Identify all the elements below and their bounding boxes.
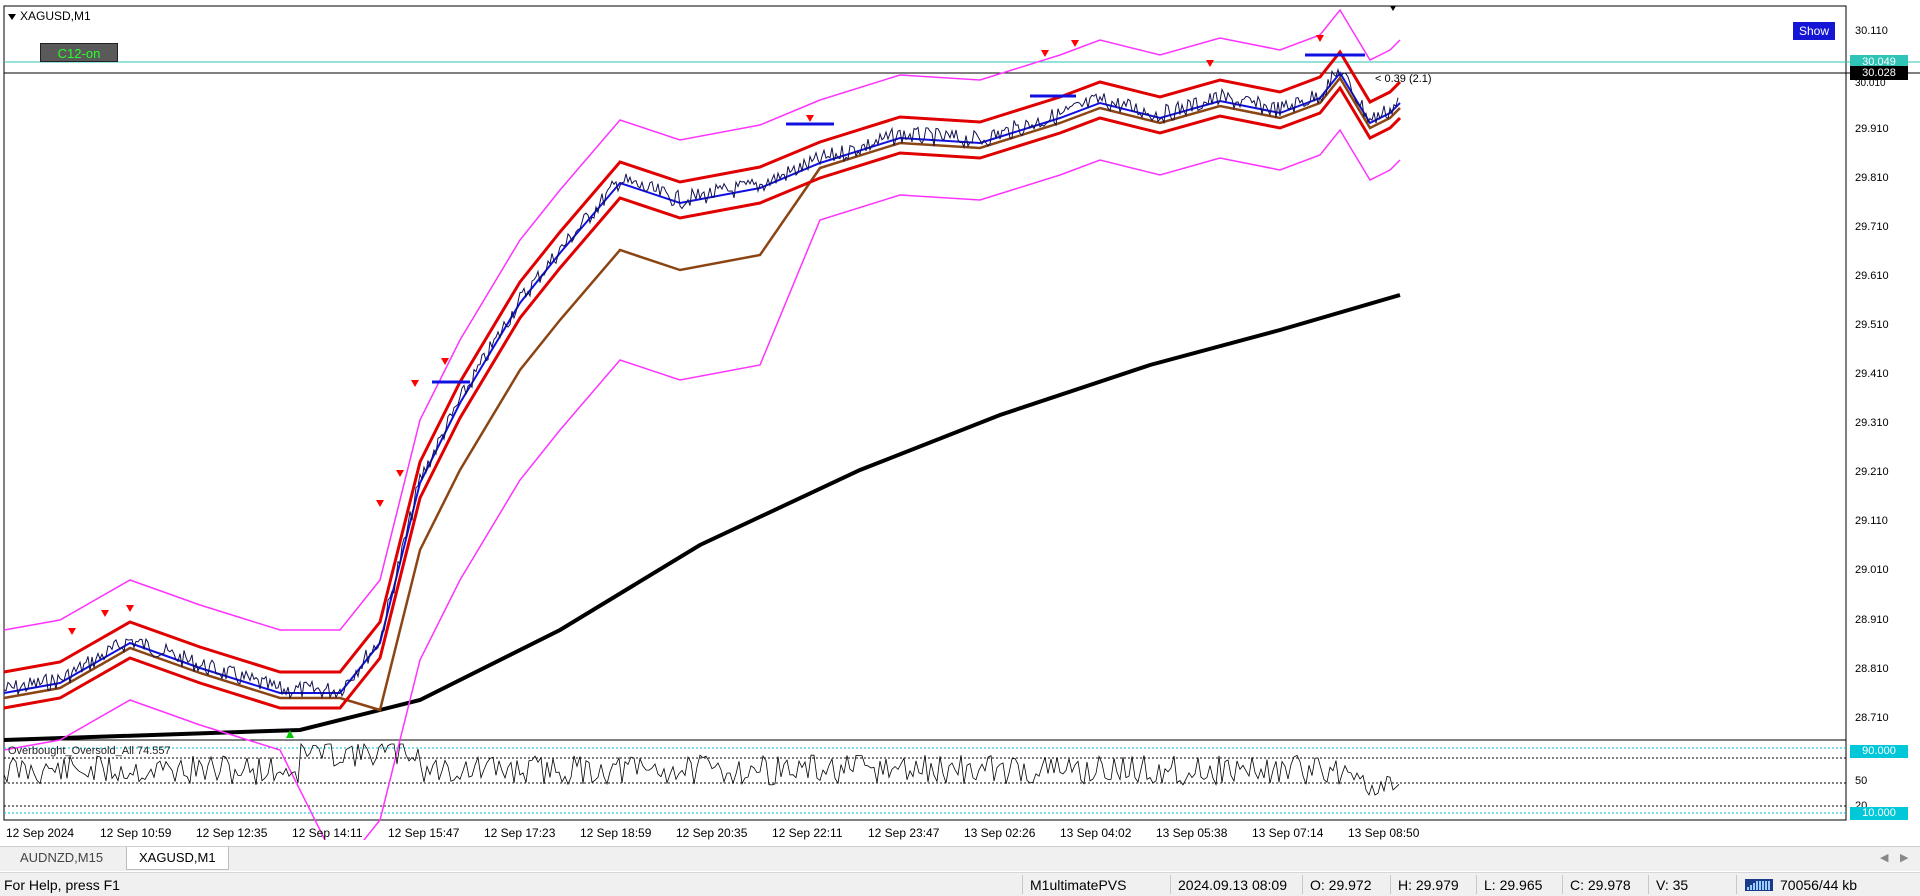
osc-level-90: 90.000 [1850, 745, 1908, 758]
red-lower-band-line [3, 85, 1402, 710]
symbol-text: XAGUSD,M1 [20, 9, 91, 23]
status-traffic: 70056/44 kb [1780, 877, 1858, 893]
status-divider [1648, 875, 1649, 894]
price-axis-label: 29.010 [1855, 564, 1889, 576]
blue-moving-average-line [3, 71, 1401, 694]
down-arrow-icon [396, 470, 404, 477]
time-axis-label: 12 Sep 17:23 [484, 826, 556, 840]
status-high: H: 29.979 [1398, 877, 1459, 893]
down-arrow-icon [1071, 40, 1079, 47]
time-axis-label: 13 Sep 04:02 [1060, 826, 1132, 840]
status-open: O: 29.972 [1310, 877, 1372, 893]
price-axis-label: 29.510 [1855, 319, 1889, 331]
price-axis-label: 29.110 [1855, 515, 1888, 527]
chart-tabs-bar: AUDNZD,M15 XAGUSD,M1 ◀ ▶ [0, 846, 1920, 871]
status-divider [1302, 875, 1303, 894]
oscillator-line [3, 742, 1400, 796]
down-arrow-icon [1316, 35, 1324, 42]
time-axis-label: 13 Sep 02:26 [964, 826, 1036, 840]
price-axis-label: 29.410 [1855, 368, 1889, 380]
chart-symbol-label[interactable]: XAGUSD,M1 [8, 9, 91, 23]
status-divider [1736, 875, 1737, 894]
long-moving-average-line [3, 293, 1401, 742]
c12-toggle-button[interactable]: C12-on [40, 43, 118, 62]
price-axis-label: 29.610 [1855, 270, 1889, 282]
tab-audnzd[interactable]: AUDNZD,M15 [20, 850, 104, 865]
tab-scroll-left-icon[interactable]: ◀ [1880, 852, 1889, 864]
price-axis-label: 28.710 [1855, 712, 1889, 724]
time-axis-label: 12 Sep 22:11 [772, 826, 843, 840]
status-divider [1022, 875, 1023, 894]
price-axis-label: 30.010 [1855, 78, 1886, 89]
price-axis-label: 29.210 [1855, 466, 1889, 478]
price-axis-label: 30.110 [1855, 25, 1888, 37]
tab-xagusd[interactable]: XAGUSD,M1 [126, 847, 229, 870]
time-axis-label: 12 Sep 12:35 [196, 826, 268, 840]
price-axis-label: 29.710 [1855, 221, 1889, 233]
status-close: C: 29.978 [1570, 877, 1631, 893]
down-arrow-icon [1206, 60, 1214, 67]
range-note: < 0.39 (2.1) [1375, 73, 1432, 85]
price-axis-label: 28.910 [1855, 614, 1889, 626]
show-button[interactable]: Show [1793, 22, 1835, 40]
time-axis-label: 13 Sep 08:50 [1348, 826, 1420, 840]
price-axis-label: 29.910 [1855, 123, 1889, 135]
status-divider [1390, 875, 1391, 894]
time-axis-label: 12 Sep 23:47 [868, 826, 940, 840]
status-help: For Help, press F1 [4, 877, 120, 893]
chart-shift-marker-icon [1390, 6, 1396, 11]
price-box-current: 30.028 [1850, 66, 1908, 80]
time-axis-label: 12 Sep 15:47 [388, 826, 460, 840]
price-line [3, 67, 1399, 700]
down-arrow-icon [126, 605, 134, 612]
status-low: L: 29.965 [1484, 877, 1543, 893]
down-arrow-icon [101, 610, 109, 617]
oscillator-title: Overbought_Oversold_All 74.557 [8, 745, 171, 757]
time-axis-label: 12 Sep 20:35 [676, 826, 748, 840]
up-arrow-icon [286, 730, 294, 738]
down-arrow-icon [411, 380, 419, 387]
chart-area[interactable]: XAGUSD,M1 C12-on Show < 0.39 (2.1) 30.11… [0, 0, 1920, 840]
time-axis-label: 13 Sep 05:38 [1156, 826, 1228, 840]
status-divider [1170, 875, 1171, 894]
osc-level-10: 10.000 [1850, 807, 1908, 820]
down-arrow-icon [68, 628, 76, 635]
price-axis-label: 28.810 [1855, 663, 1889, 675]
status-profile: M1ultimatePVS [1030, 877, 1127, 893]
status-divider [1562, 875, 1563, 894]
price-axis-label: 29.810 [1855, 172, 1889, 184]
dropdown-triangle-icon[interactable] [8, 13, 16, 20]
status-divider [1476, 875, 1477, 894]
down-arrow-icon [376, 500, 384, 507]
time-axis-label: 12 Sep 10:59 [100, 826, 172, 840]
time-axis-label: 13 Sep 07:14 [1252, 826, 1324, 840]
time-axis-label: 12 Sep 14:11 [292, 826, 363, 840]
bollinger-lower-line [3, 128, 1401, 840]
time-axis-label: 12 Sep 2024 [6, 826, 75, 840]
connection-bars-icon [1745, 879, 1773, 891]
time-axis-label: 12 Sep 18:59 [580, 826, 652, 840]
price-axis-label: 29.310 [1855, 417, 1889, 429]
status-datetime: 2024.09.13 08:09 [1178, 877, 1287, 893]
price-chart-canvas[interactable] [0, 0, 1920, 840]
osc-level-50: 50 [1855, 775, 1868, 787]
down-arrow-icon [441, 358, 449, 365]
brown-moving-average-line [3, 75, 1401, 712]
red-upper-band-line [3, 49, 1402, 674]
down-arrow-icon [806, 115, 814, 122]
status-bar: For Help, press F1 M1ultimatePVS 2024.09… [0, 872, 1920, 896]
price-box-top: 30.049 [1850, 55, 1908, 69]
tab-scroll-right-icon[interactable]: ▶ [1900, 852, 1909, 864]
bollinger-upper-line [3, 8, 1401, 631]
down-arrow-icon [1041, 50, 1049, 57]
status-volume: V: 35 [1656, 877, 1689, 893]
